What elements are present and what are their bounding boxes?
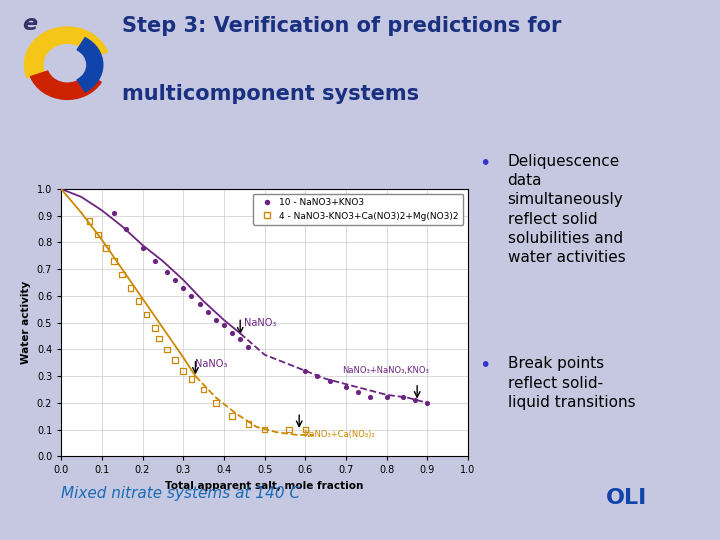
Text: NaNO₃+NaNO₃,KNO₃: NaNO₃+NaNO₃,KNO₃ (342, 366, 428, 375)
Point (120, 225, 132, 233)
Text: Mixed nitrate systems at 140 C: Mixed nitrate systems at 140 C (61, 486, 300, 501)
Text: •: • (479, 356, 490, 375)
X-axis label: Total apparent salt, mole fraction: Total apparent salt, mole fraction (166, 481, 364, 491)
Point (283, 426, 294, 434)
Point (141, 310, 153, 319)
Point (198, 385, 210, 394)
Point (84, 217, 96, 225)
Point (137, 244, 148, 252)
Point (169, 275, 181, 284)
Point (125, 284, 136, 292)
Point (226, 329, 238, 338)
Point (169, 356, 181, 364)
Wedge shape (24, 27, 107, 78)
Point (312, 372, 323, 380)
Point (352, 388, 364, 396)
Point (149, 323, 161, 332)
Point (202, 308, 213, 316)
Point (210, 316, 222, 325)
Point (410, 396, 421, 404)
Point (210, 399, 222, 407)
Point (397, 393, 409, 402)
Text: multicomponent systems: multicomponent systems (122, 84, 420, 104)
Point (186, 374, 197, 383)
Text: Step 3: Verification of predictions for: Step 3: Verification of predictions for (122, 16, 562, 36)
Point (324, 377, 336, 386)
Point (149, 257, 161, 266)
Point (300, 426, 311, 434)
Text: Break points
reflect solid-
liquid transitions: Break points reflect solid- liquid trans… (508, 356, 635, 410)
Point (226, 412, 238, 421)
Text: e: e (22, 14, 37, 34)
Text: Deliquescence
data
simultaneously
reflect solid
solubilities and
water activitie: Deliquescence data simultaneously reflec… (508, 154, 626, 265)
Point (153, 334, 165, 343)
Wedge shape (77, 38, 103, 92)
Point (218, 321, 230, 329)
Point (186, 292, 197, 300)
Legend: 10 - NaNO3+KNO3, 4 - NaNO3-KNO3+Ca(NO3)2+Mg(NO3)2: 10 - NaNO3+KNO3, 4 - NaNO3-KNO3+Ca(NO3)2… (253, 193, 464, 225)
Point (161, 267, 173, 276)
Point (381, 393, 392, 402)
Point (161, 345, 173, 354)
Point (364, 393, 376, 402)
Point (243, 342, 254, 351)
Point (92, 230, 104, 239)
Text: NaNO₃+Ca(NO₃)₂: NaNO₃+Ca(NO₃)₂ (303, 430, 375, 438)
Text: •: • (479, 154, 490, 173)
Y-axis label: Water activity: Water activity (22, 281, 31, 364)
Wedge shape (30, 71, 102, 99)
Point (340, 382, 351, 391)
Point (108, 257, 120, 266)
Point (235, 334, 246, 343)
Point (194, 300, 205, 308)
Point (100, 244, 112, 252)
Point (177, 284, 189, 292)
Point (421, 399, 433, 407)
Point (259, 426, 271, 434)
Point (300, 367, 311, 375)
Text: NaNO₃: NaNO₃ (244, 318, 276, 328)
Point (132, 297, 144, 306)
Point (243, 420, 254, 429)
Point (117, 270, 128, 279)
Text: NaNO₃: NaNO₃ (195, 360, 228, 369)
Point (108, 209, 120, 218)
Text: OLI: OLI (606, 488, 647, 508)
Point (177, 367, 189, 375)
